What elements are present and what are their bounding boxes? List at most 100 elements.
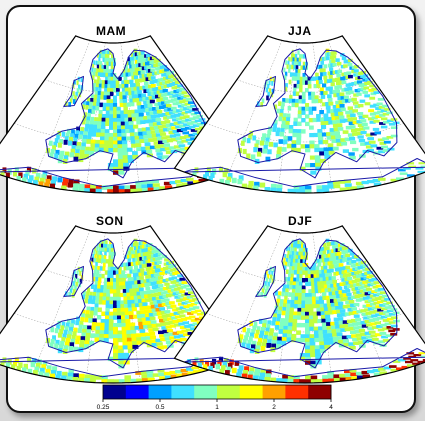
data-cell (331, 291, 337, 296)
data-cell (328, 310, 334, 315)
data-cell (150, 339, 157, 343)
data-cell (278, 306, 283, 312)
data-cell (88, 299, 92, 304)
data-cell (294, 57, 297, 63)
data-cell (113, 338, 119, 343)
data-cell (339, 282, 345, 286)
data-cell (295, 281, 300, 286)
data-cell (287, 277, 291, 282)
data-cell (126, 147, 133, 152)
data-cell (316, 65, 321, 70)
data-cell (334, 85, 339, 90)
data-cell (324, 269, 329, 274)
data-cell (330, 71, 335, 75)
data-cell (241, 140, 245, 146)
data-cell (252, 135, 257, 141)
data-cell (121, 319, 127, 324)
data-cell (284, 71, 288, 77)
data-cell (192, 306, 200, 309)
data-cell (92, 64, 95, 69)
data-cell (390, 324, 398, 328)
data-cell (162, 329, 169, 334)
data-cell (266, 285, 269, 291)
data-cell (79, 320, 84, 326)
data-cell (183, 94, 190, 98)
data-cell (293, 379, 300, 383)
data-cell (369, 84, 375, 88)
data-cell (298, 292, 303, 298)
data-cell (242, 137, 247, 143)
colorbar-segment (148, 385, 172, 399)
data-cell (370, 322, 377, 326)
data-cell (367, 271, 373, 274)
data-cell (350, 113, 356, 118)
data-cell (376, 316, 384, 320)
data-cell (325, 102, 330, 106)
data-cell (102, 266, 106, 271)
data-cell (333, 374, 341, 379)
data-cell (301, 293, 306, 298)
data-cell (375, 297, 382, 300)
data-cell (271, 81, 274, 86)
data-cell (371, 290, 378, 294)
data-cell (348, 311, 355, 316)
data-cell (217, 360, 222, 366)
data-cell (113, 349, 119, 354)
data-cell (123, 106, 128, 111)
data-cell (266, 323, 271, 329)
data-cell (316, 304, 321, 309)
data-cell (305, 334, 311, 339)
data-cell (348, 82, 354, 87)
data-cell (273, 332, 278, 338)
data-cell (257, 101, 260, 107)
data-cell (302, 73, 306, 78)
data-cell (307, 270, 312, 275)
data-cell (297, 304, 302, 309)
data-cell (122, 147, 128, 153)
data-cell (162, 96, 169, 101)
data-cell (153, 273, 159, 277)
data-cell (169, 95, 175, 99)
data-cell (175, 370, 183, 374)
data-cell (286, 284, 290, 290)
data-cell (340, 274, 345, 279)
data-cell (97, 53, 99, 58)
data-cell (325, 318, 331, 323)
data-cell (94, 117, 99, 122)
data-cell (122, 68, 127, 74)
data-cell (281, 120, 286, 126)
data-cell (238, 175, 244, 181)
data-cell (117, 148, 123, 153)
data-cell (125, 72, 130, 77)
data-cell (103, 240, 106, 245)
data-cell (358, 139, 366, 143)
data-cell (203, 174, 208, 180)
data-cell (164, 120, 171, 124)
data-cell (332, 310, 338, 314)
data-cell (164, 321, 171, 326)
data-cell (379, 371, 387, 375)
data-cell (118, 353, 124, 358)
data-cell (172, 102, 179, 106)
data-cell (18, 362, 23, 368)
data-cell (350, 140, 357, 145)
data-cell (370, 92, 377, 96)
data-cell (138, 93, 143, 98)
data-cell (140, 313, 147, 318)
data-cell (234, 360, 240, 366)
data-cell (76, 316, 80, 322)
data-cell (146, 149, 153, 154)
data-cell (368, 88, 375, 92)
data-cell (148, 274, 153, 279)
data-cell (124, 189, 132, 194)
data-cell (347, 118, 354, 122)
data-cell (69, 136, 73, 142)
data-cell (126, 136, 132, 141)
data-cell (109, 304, 114, 309)
data-cell (210, 362, 215, 368)
data-cell (285, 269, 289, 274)
data-cell (75, 130, 80, 136)
data-cell (349, 136, 356, 141)
data-cell (105, 311, 110, 316)
data-cell (140, 105, 146, 109)
